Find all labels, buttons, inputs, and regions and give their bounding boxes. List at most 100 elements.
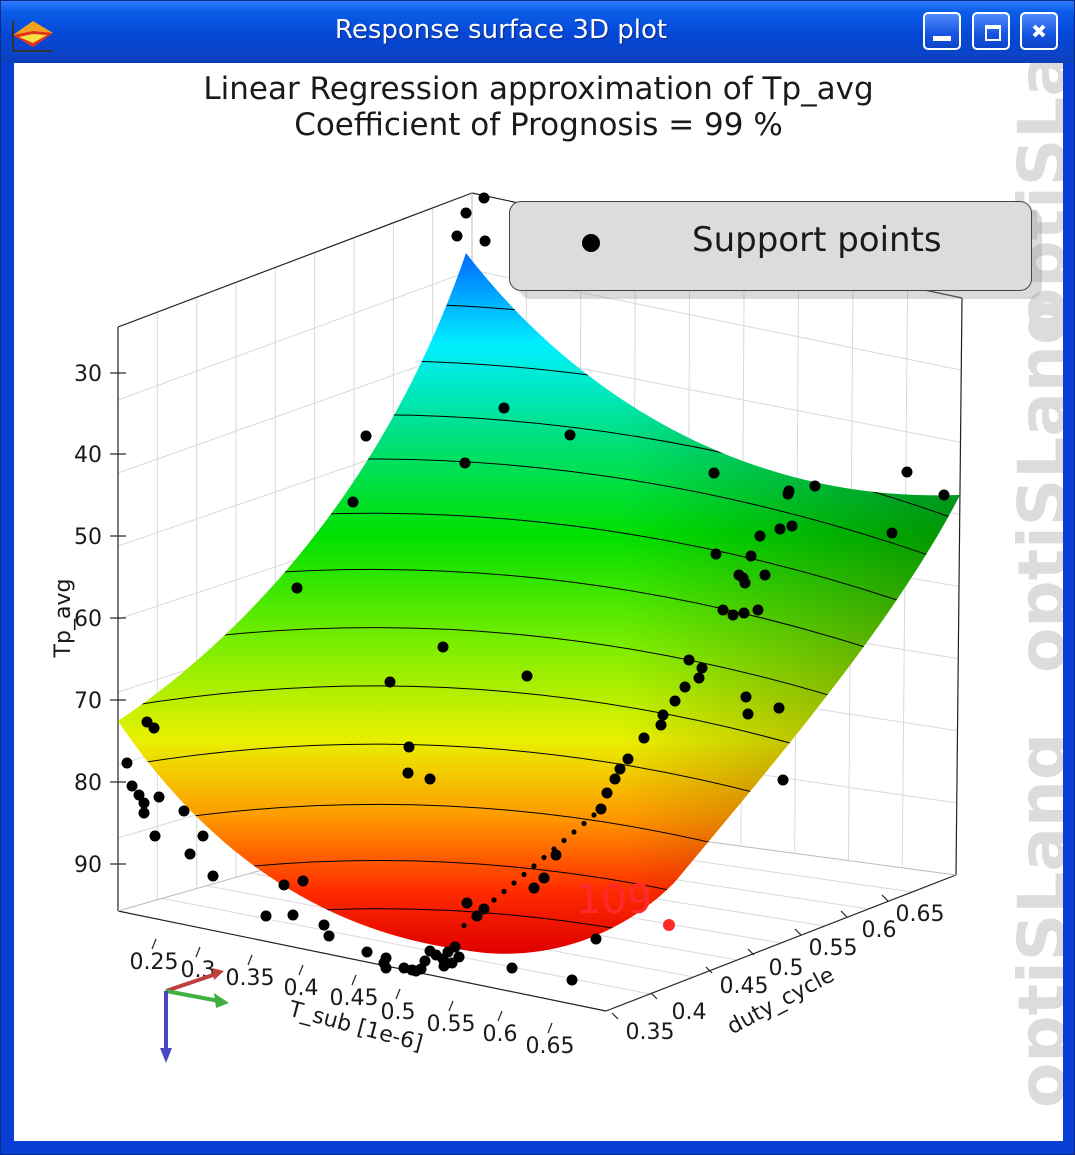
support-point	[693, 672, 705, 684]
support-point	[809, 480, 821, 492]
support-point	[938, 489, 950, 501]
x-tick-label: 0.5	[381, 1000, 416, 1025]
support-point	[384, 676, 396, 688]
support-point	[773, 702, 785, 714]
support-point	[511, 880, 517, 886]
support-point	[138, 797, 150, 809]
support-point	[278, 879, 290, 891]
support-point	[590, 933, 602, 945]
support-point	[571, 829, 577, 835]
z-tick-label: 30	[74, 362, 102, 387]
support-point	[740, 691, 752, 703]
close-button[interactable]	[1020, 12, 1058, 50]
z-tick-label: 50	[74, 525, 102, 550]
plot-area: optiSLang optiSLang optiSLang Linear Reg…	[14, 63, 1063, 1141]
support-point	[184, 848, 196, 860]
support-point	[742, 708, 754, 720]
y-tick-label: 0.35	[626, 1020, 675, 1045]
support-point	[260, 910, 272, 922]
y-tick-label: 0.5	[769, 956, 804, 981]
support-point	[380, 962, 392, 974]
window-title: Response surface 3D plot	[334, 15, 668, 45]
support-point	[622, 753, 634, 765]
support-point	[437, 641, 449, 653]
support-point	[541, 854, 547, 861]
support-point	[460, 207, 472, 219]
maximize-button[interactable]	[972, 12, 1010, 50]
support-point	[347, 496, 359, 508]
support-point	[655, 719, 667, 731]
support-point	[550, 849, 562, 861]
x-tick-label: 0.35	[226, 966, 275, 991]
support-point	[461, 897, 473, 909]
support-point	[745, 550, 757, 562]
support-point	[683, 654, 695, 666]
support-point	[479, 235, 491, 247]
support-point	[886, 527, 898, 539]
support-point	[501, 888, 507, 895]
support-point	[708, 467, 720, 479]
support-point	[478, 192, 490, 204]
support-point	[403, 741, 415, 753]
support-point	[521, 871, 527, 878]
support-point	[491, 897, 497, 903]
response-surface	[118, 253, 960, 954]
support-point	[901, 466, 913, 478]
support-point	[782, 488, 794, 500]
minimize-icon	[933, 36, 951, 41]
support-point	[717, 604, 729, 616]
support-point	[471, 914, 477, 920]
support-point	[424, 773, 436, 785]
y-tick-label: 0.45	[720, 974, 769, 999]
plot-subtitle: Coefficient of Prognosis = 99 %	[294, 107, 783, 143]
support-point	[581, 820, 587, 827]
support-point	[498, 402, 510, 414]
support-point	[564, 429, 576, 441]
support-point	[419, 955, 431, 967]
support-point	[679, 681, 691, 693]
support-point	[521, 670, 533, 682]
support-point	[710, 548, 722, 560]
x-tick-label: 0.25	[130, 950, 179, 975]
support-point	[752, 604, 764, 616]
support-point	[291, 582, 303, 594]
minimize-button[interactable]	[923, 12, 961, 50]
x-tick-label: 0.4	[284, 976, 319, 1001]
y-tick-label: 0.6	[862, 918, 897, 943]
support-point	[126, 780, 138, 792]
x-tick-label: 0.55	[427, 1012, 476, 1037]
legend: Support points	[509, 201, 1032, 291]
support-point	[287, 909, 299, 921]
close-icon	[1032, 24, 1046, 38]
support-point	[561, 837, 567, 844]
legend-label: Support points	[692, 220, 942, 260]
support-point	[149, 830, 161, 842]
support-point	[449, 941, 461, 953]
support-point	[638, 732, 650, 744]
title-bar[interactable]: Response surface 3D plot	[1, 1, 1074, 63]
support-point	[153, 791, 165, 803]
support-point	[595, 803, 607, 815]
z-tick-label: 90	[74, 853, 102, 878]
support-point	[297, 875, 309, 887]
z-tick-label: 60	[74, 607, 102, 632]
support-point	[601, 787, 613, 799]
support-point	[361, 946, 373, 958]
support-point	[481, 905, 487, 912]
surface-plot-icon[interactable]	[11, 13, 55, 53]
support-point	[506, 962, 518, 974]
support-point	[774, 523, 786, 535]
support-point	[669, 695, 681, 707]
axis-orientation-widget	[160, 968, 229, 1063]
support-point	[138, 807, 150, 819]
support-point	[207, 870, 219, 882]
support-point	[380, 952, 392, 964]
maximize-icon	[985, 25, 1001, 41]
support-point	[121, 757, 133, 769]
support-point	[323, 930, 335, 942]
support-points: 109	[121, 192, 950, 986]
support-point	[197, 830, 209, 842]
x-tick-label: 0.45	[330, 986, 379, 1011]
support-point	[318, 919, 330, 931]
